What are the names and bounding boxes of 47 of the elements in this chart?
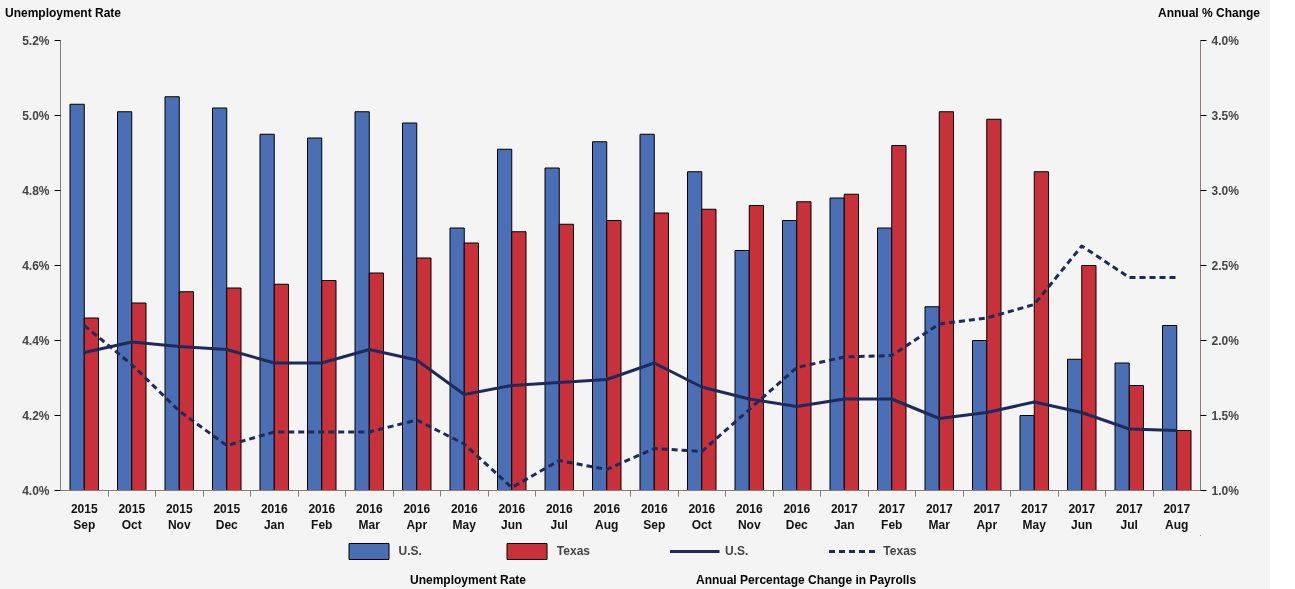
x-tick-label: 2016 Aug [593, 501, 621, 533]
x-tick-label: 2016 Sep [640, 501, 668, 533]
legend-label: U.S. [398, 544, 422, 558]
x-tick-label: 2016 Jul [545, 501, 573, 533]
y2-tick-label: 2.5% [1211, 258, 1240, 273]
y2-tick-label: 1.5% [1211, 408, 1240, 423]
legend-label: U.S. [725, 544, 749, 558]
x-tick-label: 2016 Oct [688, 501, 716, 533]
legend-label: Texas [556, 544, 590, 558]
line-series [82, 244, 1179, 489]
y2-tick-label: 4.0% [1211, 33, 1240, 48]
text: Annual Percentage Change in Payrolls [696, 572, 917, 589]
y2-tick-label: 1.0% [1211, 483, 1240, 498]
x-tick-label: 2016 Apr [403, 501, 431, 533]
x-tick-label: 2016 Jun [498, 501, 526, 533]
y2-tick-label: 2.0% [1211, 333, 1240, 348]
y2-axis-title: Annual % Change [1157, 5, 1260, 22]
x-tick-label: 2016 Feb [308, 501, 336, 533]
y-tick-label: 5.0% [22, 108, 50, 123]
legend-label: Texas [883, 544, 917, 558]
x-tick-label: 2016 Jan [260, 501, 288, 533]
x-tick-label: 2016 Dec [783, 501, 811, 533]
y-tick-label: 4.6% [22, 258, 50, 273]
x-tick-label: 2017 Jul [1115, 501, 1143, 533]
x-tick-label: 2015 Oct [118, 501, 146, 533]
x-tick-label: 2015 Nov [165, 501, 193, 533]
y-tick-label: 4.4% [22, 333, 50, 348]
y-tick-label: 4.0% [22, 483, 50, 498]
x-tick-label: 2017 Feb [878, 501, 906, 533]
x-tick-label: 2016 May [450, 501, 478, 533]
x-tick-label: 2017 Jan [830, 501, 858, 533]
text: Unemployment Rate [410, 572, 527, 589]
y-tick-label: 5.2% [22, 33, 50, 48]
x-tick-label: 2017 Apr [973, 501, 1001, 533]
x-tick-label: 2017 May [1020, 501, 1048, 533]
y-tick-label: 4.2% [22, 408, 50, 423]
x-tick-label: 2017 Jun [1068, 501, 1096, 533]
y-axis-title: Unemployment Rate [5, 5, 122, 22]
x-tick-label: 2017 Mar [925, 501, 953, 533]
x-tick-label: 2015 Sep [70, 501, 98, 533]
x-tick-label: 2017 Aug [1163, 501, 1191, 533]
y2-tick-label: 3.0% [1211, 183, 1240, 198]
x-tick-label: 2016 Mar [355, 501, 383, 533]
x-tick-label: 2016 Nov [735, 501, 763, 533]
y2-tick-label: 3.5% [1211, 108, 1240, 123]
x-tick-label: 2015 Dec [213, 501, 241, 533]
y-tick-label: 4.8% [22, 183, 50, 198]
